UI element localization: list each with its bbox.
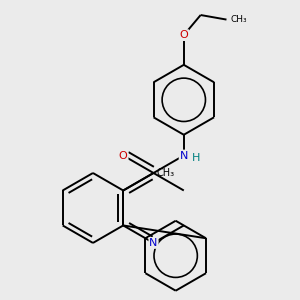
Text: CH₃: CH₃	[230, 15, 247, 24]
Text: N: N	[149, 238, 158, 248]
Text: O: O	[179, 30, 188, 40]
Text: O: O	[119, 151, 128, 160]
Text: CH₃: CH₃	[156, 168, 174, 178]
Text: H: H	[192, 153, 200, 163]
Text: N: N	[180, 151, 188, 160]
